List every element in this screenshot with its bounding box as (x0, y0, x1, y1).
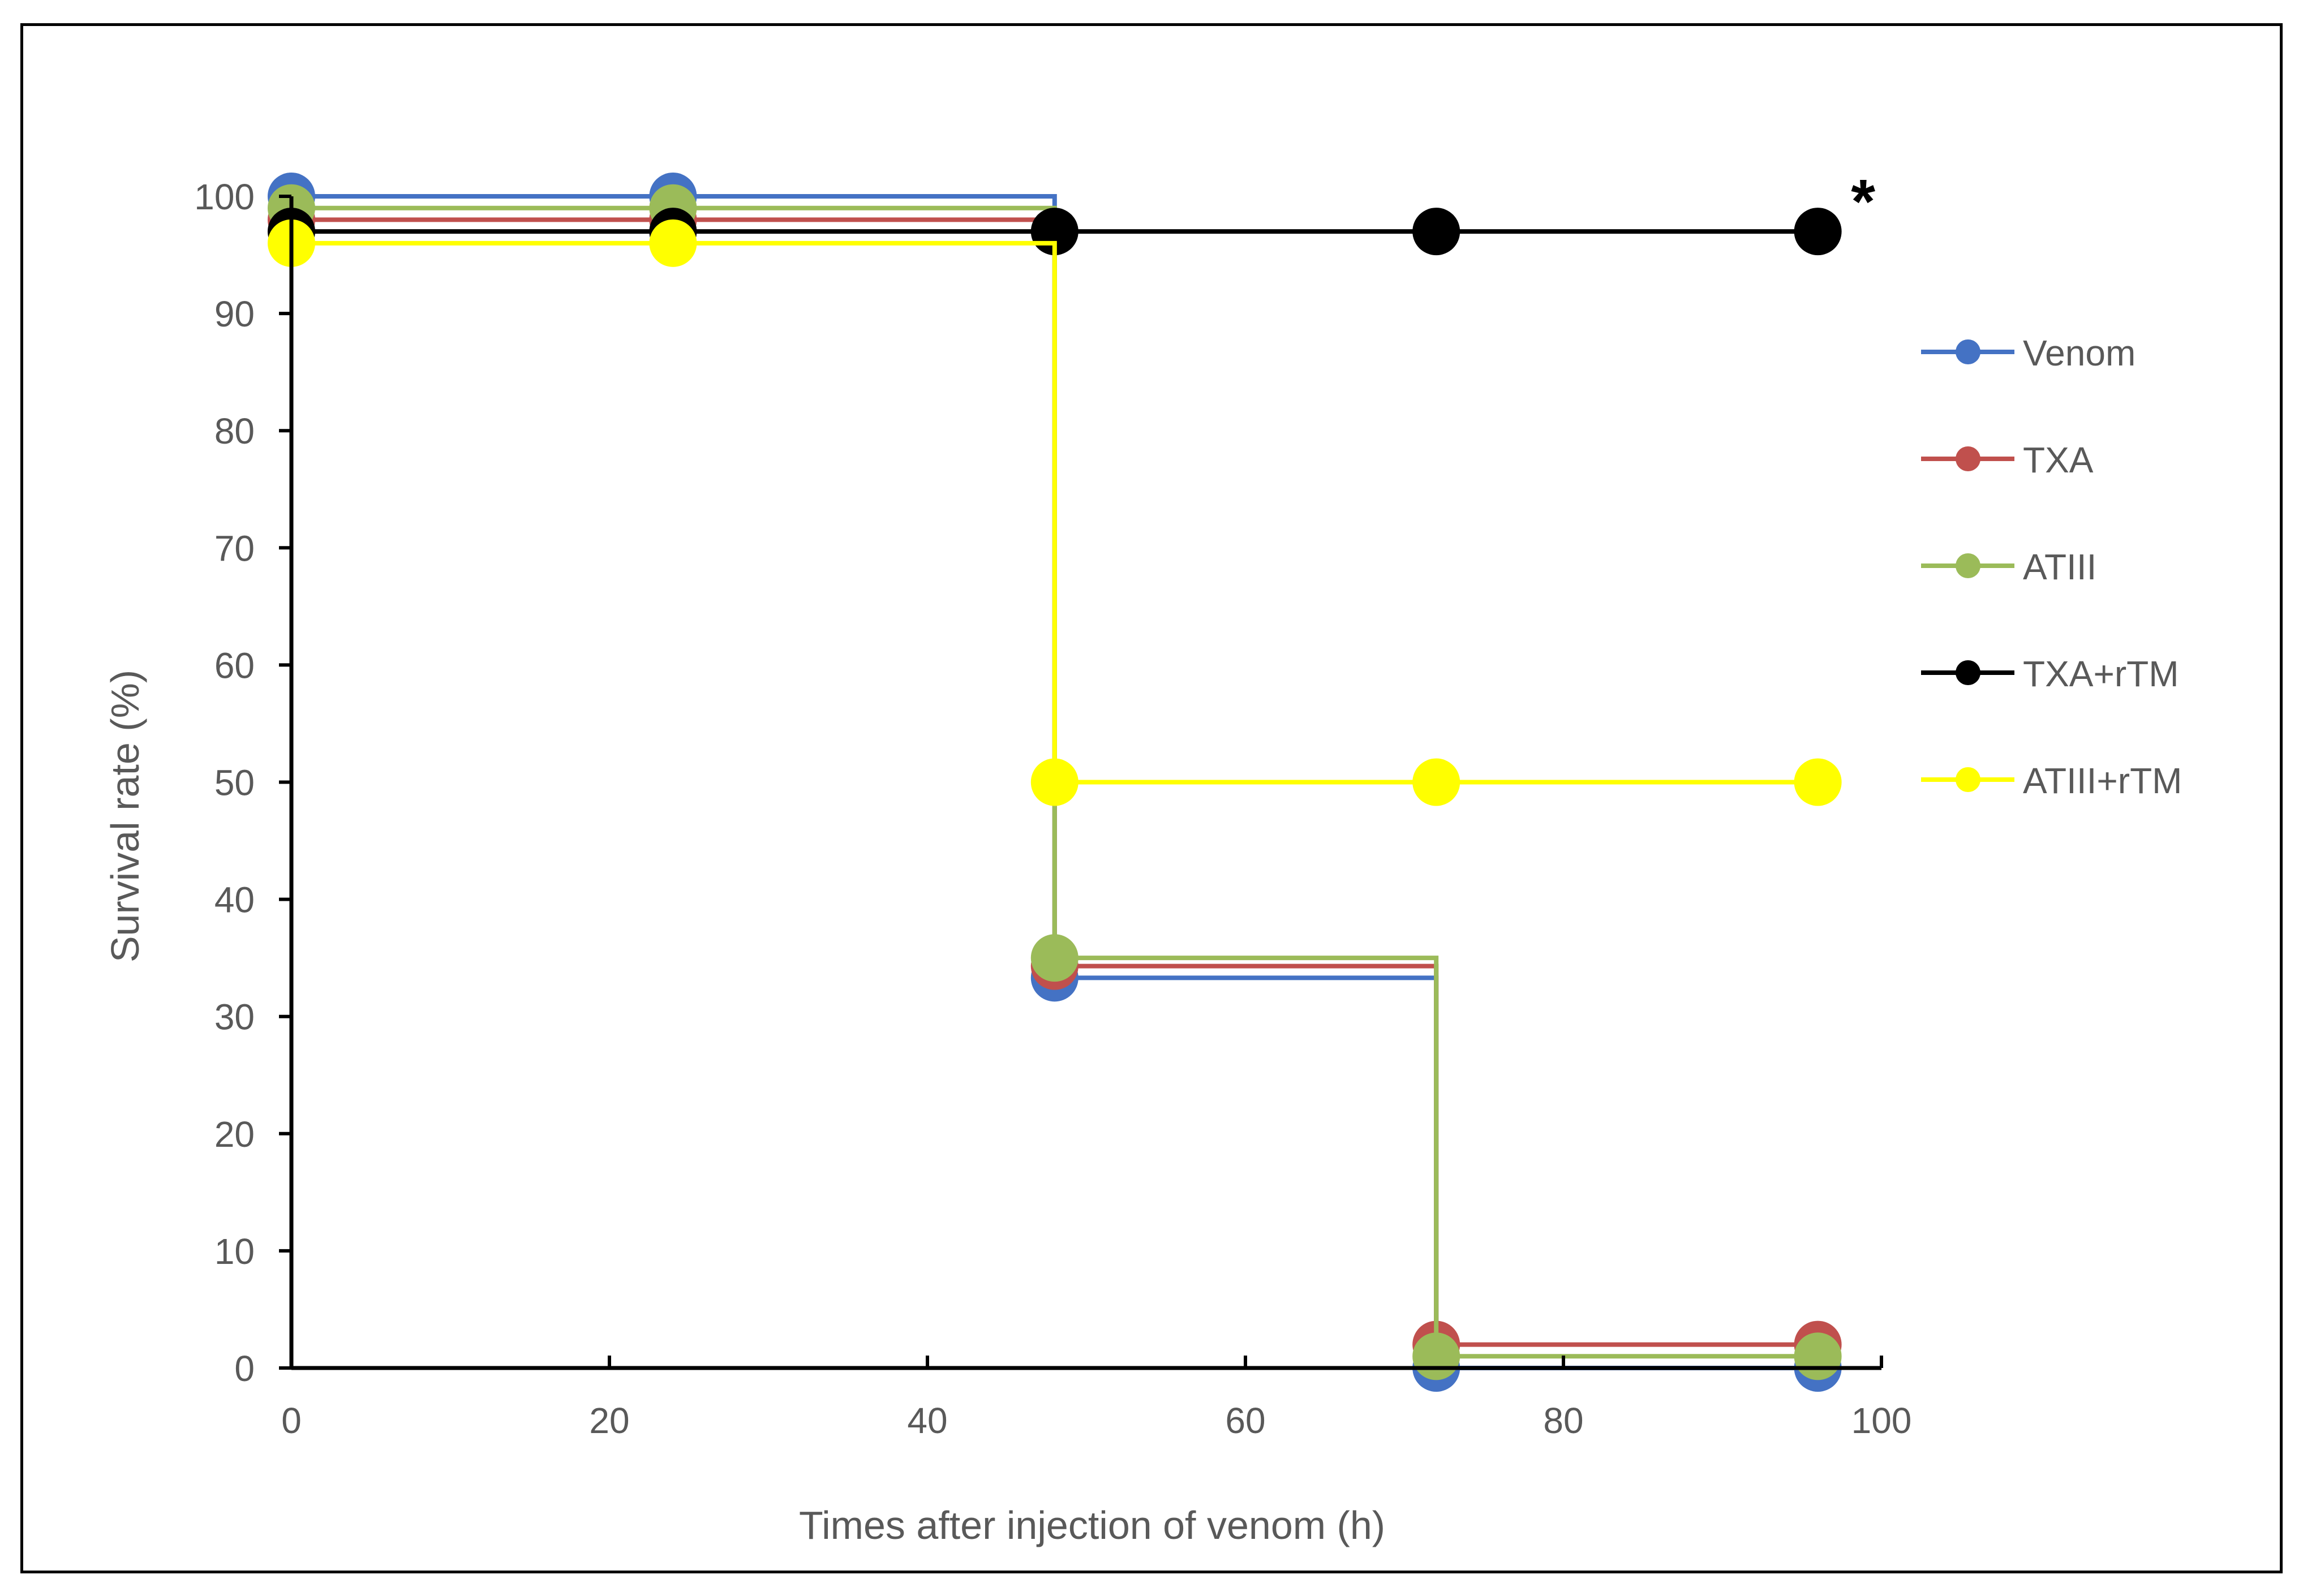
series-line (291, 240, 1818, 785)
legend-label: Venom (2023, 333, 2136, 373)
legend-marker (1956, 553, 1980, 578)
data-point (1794, 208, 1842, 256)
data-point (649, 219, 697, 267)
chart-frame (20, 23, 2283, 1573)
data-point (1412, 1332, 1460, 1380)
legend-item: ATIII (1921, 547, 2096, 587)
legend-item: TXA (1921, 440, 2094, 480)
plot-series (268, 173, 1842, 1392)
y-tick-label: 60 (214, 645, 255, 686)
y-tick-label: 80 (214, 411, 255, 451)
y-tick-label: 20 (214, 1114, 255, 1155)
y-axis-title: Survival rate (%) (103, 670, 147, 962)
x-tick-label: 40 (907, 1400, 947, 1441)
x-tick-label: 20 (589, 1400, 629, 1441)
y-tick-label: 40 (214, 880, 255, 920)
data-point (1412, 758, 1460, 806)
data-point (1030, 758, 1079, 806)
legend-marker (1956, 339, 1980, 364)
legend-label: ATIII+rTM (2023, 760, 2182, 801)
legend-marker (1956, 660, 1980, 685)
y-tick-label: 70 (214, 528, 255, 569)
x-axis-title: Times after injection of venom (h) (799, 1503, 1385, 1547)
y-tick-label: 50 (214, 763, 255, 803)
legend-label: TXA (2023, 440, 2094, 480)
series-atiii-rtm (268, 219, 1842, 806)
legend-marker (1956, 767, 1980, 792)
significance-asterisk: * (1851, 167, 1875, 236)
x-tick-label: 100 (1851, 1400, 1912, 1441)
x-tick-label: 0 (281, 1400, 302, 1441)
y-tick-label: 0 (234, 1348, 255, 1389)
x-tick-label: 60 (1225, 1400, 1265, 1441)
legend-item: Venom (1921, 333, 2136, 373)
legend-marker (1956, 446, 1980, 471)
legend: Venom TXA ATIII TXA+rTM ATIII+rTM (1921, 333, 2182, 801)
y-tick-label: 100 (194, 177, 255, 217)
data-point (1794, 758, 1842, 806)
data-point (1412, 208, 1460, 256)
legend-item: ATIII+rTM (1921, 760, 2182, 801)
x-tick-label: 80 (1543, 1400, 1583, 1441)
y-tick-label: 30 (214, 997, 255, 1038)
data-point (1794, 1332, 1842, 1380)
legend-item: TXA+rTM (1921, 653, 2179, 694)
legend-label: ATIII (2023, 547, 2096, 587)
tick-marks (279, 195, 1883, 1370)
data-point (1030, 934, 1079, 982)
y-tick-label: 90 (214, 294, 255, 334)
legend-label: TXA+rTM (2023, 653, 2179, 694)
y-tick-label: 10 (214, 1231, 255, 1272)
tick-labels: 0 10 20 30 40 50 60 70 80 90 100 0 20 40 60 80 100 (194, 177, 1911, 1441)
